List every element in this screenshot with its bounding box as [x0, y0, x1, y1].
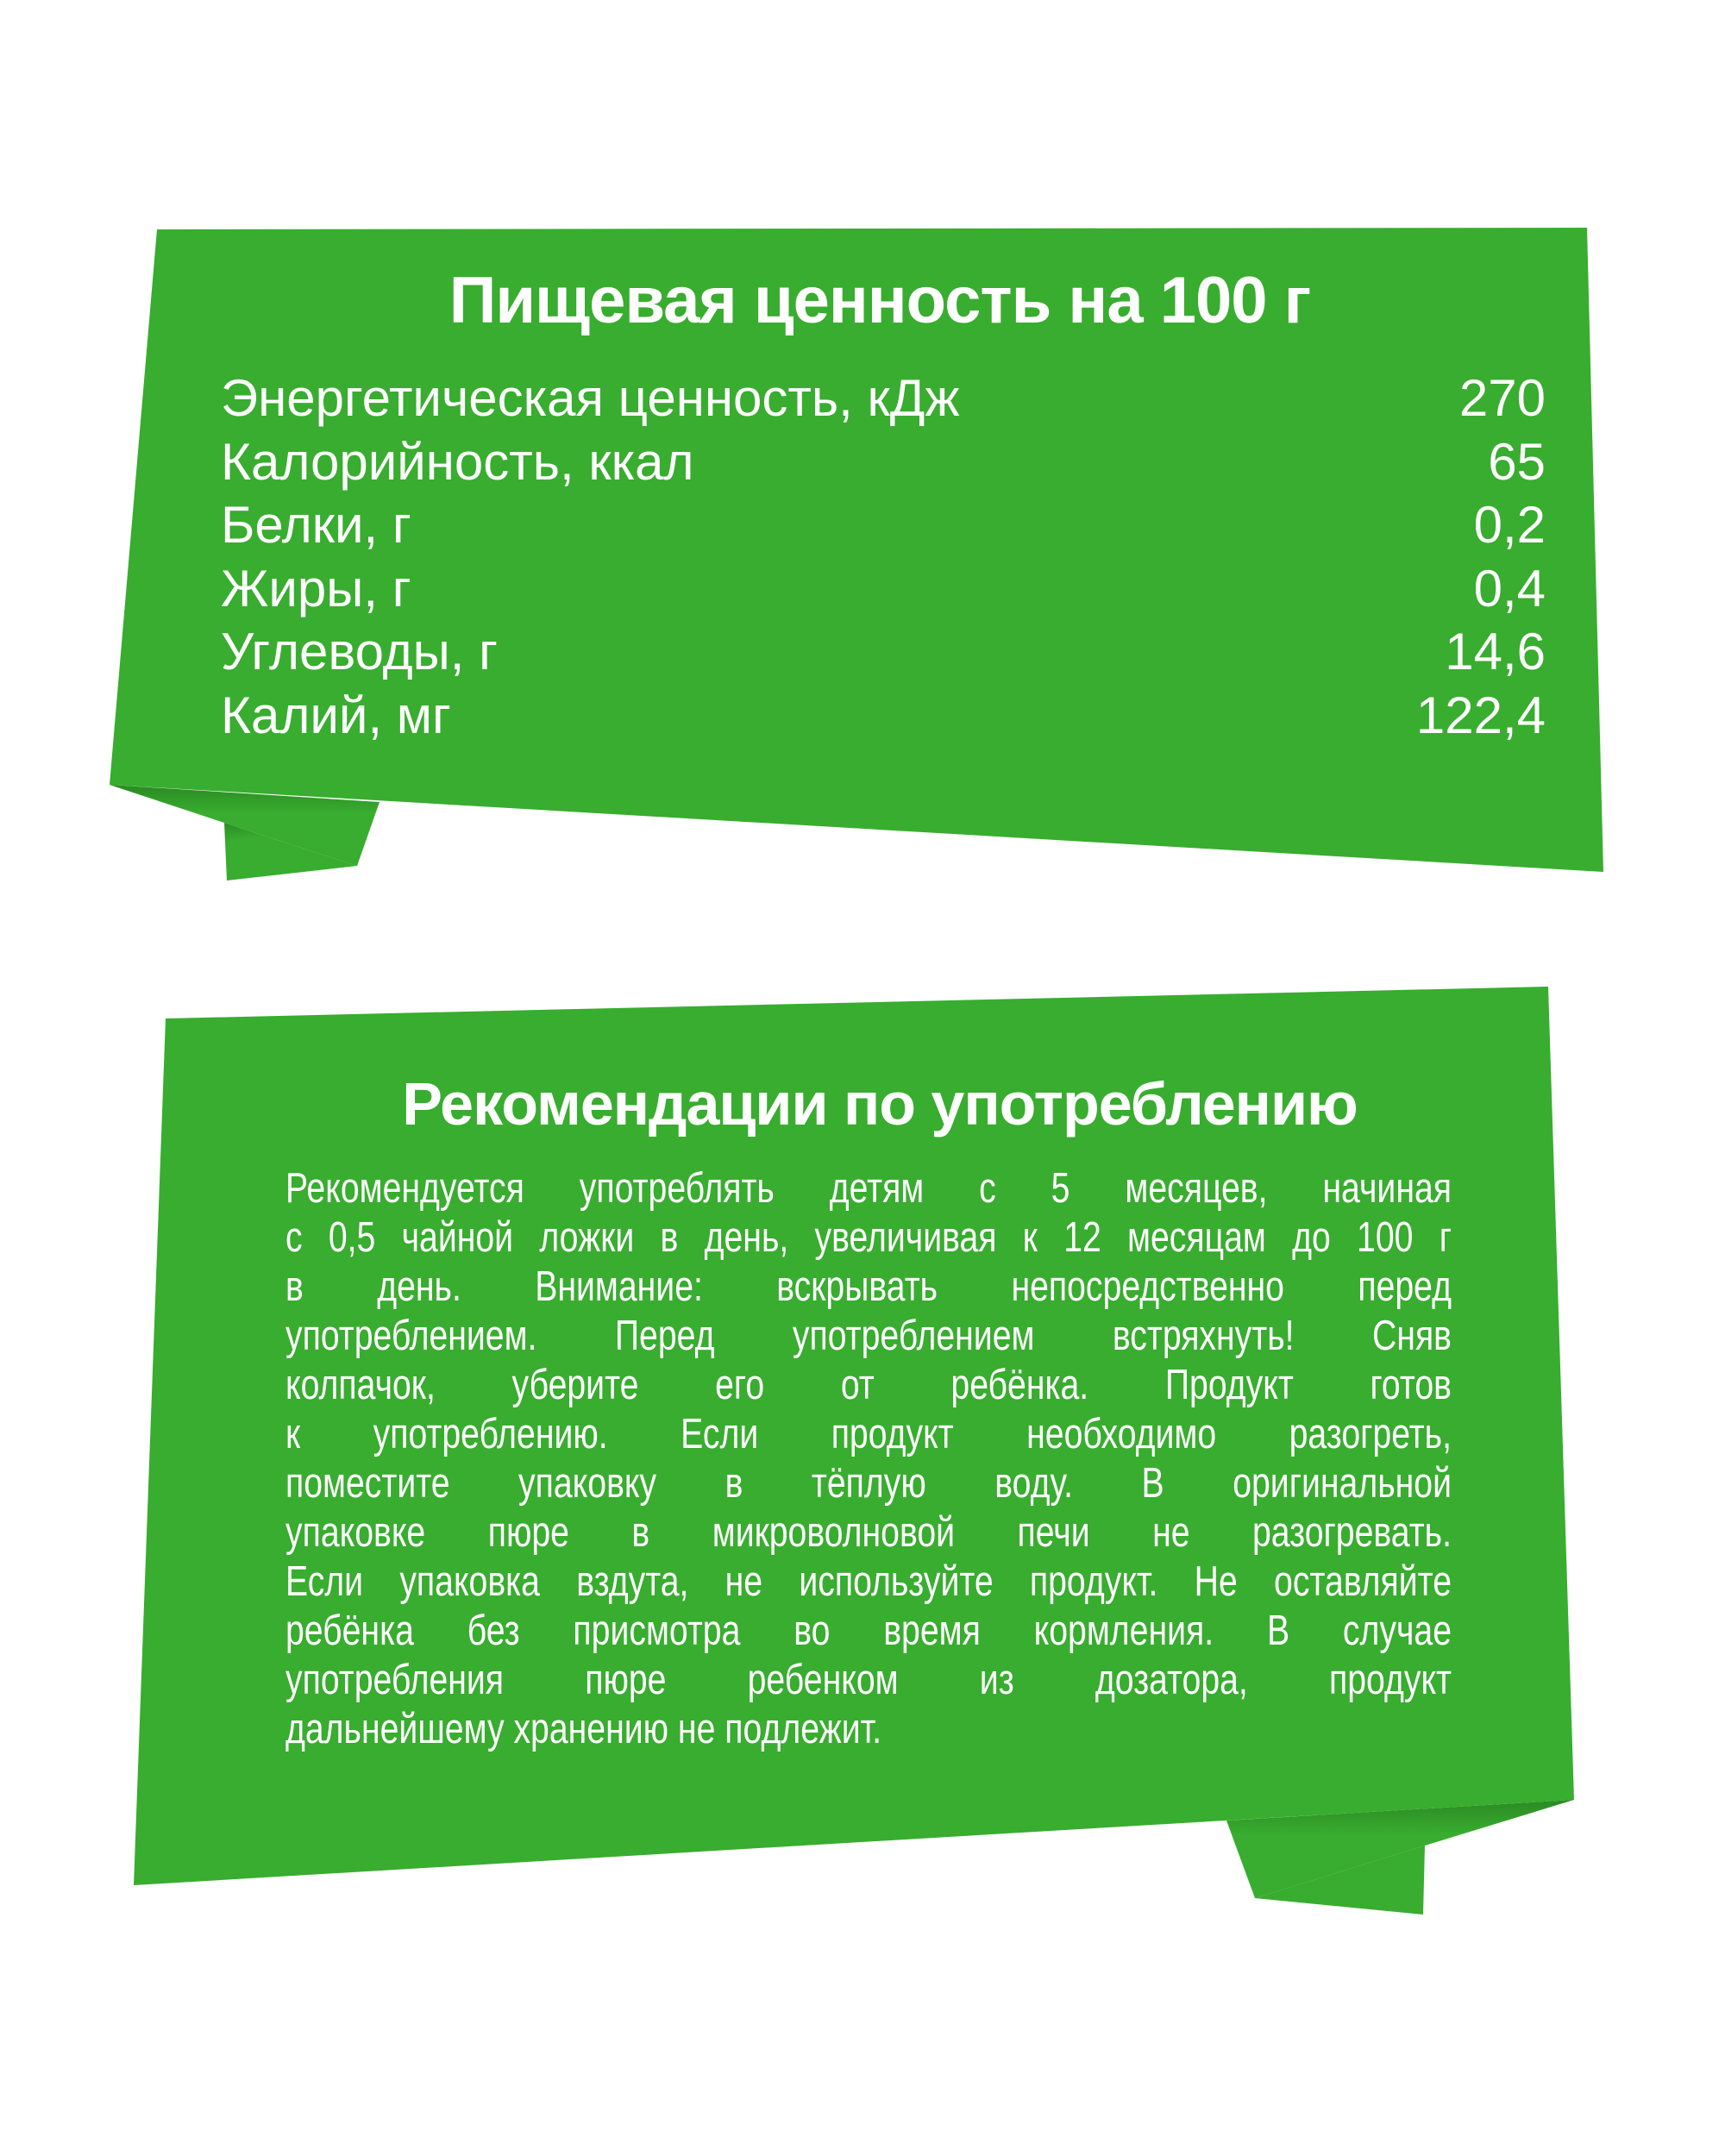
nutrition-row: Жиры, г 0,4: [221, 557, 1546, 621]
nutrient-label: Энергетическая ценность, кДж: [221, 369, 960, 427]
nutrient-value: 122,4: [1415, 686, 1546, 744]
nutrition-table: Энергетическая ценность, кДж 270 Калорийн…: [221, 367, 1546, 748]
nutrient-label: Жиры, г: [221, 559, 411, 617]
text-line: Рекомендуется употреблять детям с 5 меся…: [285, 1165, 1452, 1212]
nutrition-ribbon-back-flap: [224, 823, 357, 881]
nutrient-value: 65: [1488, 432, 1546, 491]
nutrient-label: Белки, г: [221, 496, 411, 555]
text-line: упаковке пюре в микроволновой печи не ра…: [285, 1509, 1452, 1556]
nutrition-title: Пищевая ценность на 100 г: [448, 264, 1312, 337]
nutrition-row: Калорийность, ккал 65: [221, 430, 1546, 494]
nutrition-row: Энергетическая ценность, кДж 270: [221, 367, 1546, 430]
text-line: колпачок, уберите его от ребёнка. Продук…: [285, 1362, 1452, 1408]
text-line: с 0,5 чайной ложки в день, увеличивая к …: [285, 1214, 1452, 1261]
nutrition-row: Калий, мг 122,4: [221, 684, 1546, 748]
text-line: Если упаковка вздута, не используйте про…: [285, 1558, 1452, 1605]
nutrition-ribbon: [110, 228, 1603, 872]
recommendations-title: Рекомендации по употреблению: [402, 1070, 1358, 1138]
nutrient-label: Калорийность, ккал: [221, 432, 694, 491]
text-line: ребёнка без присмотра во время кормления…: [285, 1608, 1452, 1654]
nutrition-row: Белки, г 0,2: [221, 493, 1546, 557]
text-line: поместите упаковку в тёплую воду. В ориг…: [285, 1460, 1452, 1507]
text-line: к употреблению. Если продукт необходимо …: [285, 1411, 1452, 1457]
nutrient-label: Калий, мг: [221, 686, 451, 744]
nutrient-value: 0,4: [1473, 559, 1546, 617]
text-line: в день. Внимание: вскрывать непосредстве…: [285, 1263, 1452, 1310]
recommendations-text: Рекомендуется употреблять детям с 5 меся…: [285, 1164, 1452, 1754]
nutrition-row: Углеводы, г 14,6: [221, 620, 1546, 684]
text-line: употреблением. Перед употреблением встря…: [285, 1313, 1452, 1359]
text-line: употребления пюре ребенком из дозатора, …: [285, 1657, 1452, 1703]
nutrient-label: Углеводы, г: [221, 623, 498, 681]
nutrition-ribbon-fold: [110, 785, 380, 866]
nutrient-value: 0,2: [1473, 496, 1546, 555]
recommendations-ribbon-fold: [1226, 1800, 1574, 1898]
nutrient-value: 14,6: [1445, 623, 1546, 681]
recommendations-ribbon-back-flap: [1255, 1846, 1425, 1915]
text-line: дальнейшему хранению не подлежит.: [285, 1706, 882, 1752]
recommendations-ribbon: [134, 987, 1574, 1885]
nutrient-value: 270: [1458, 369, 1546, 427]
